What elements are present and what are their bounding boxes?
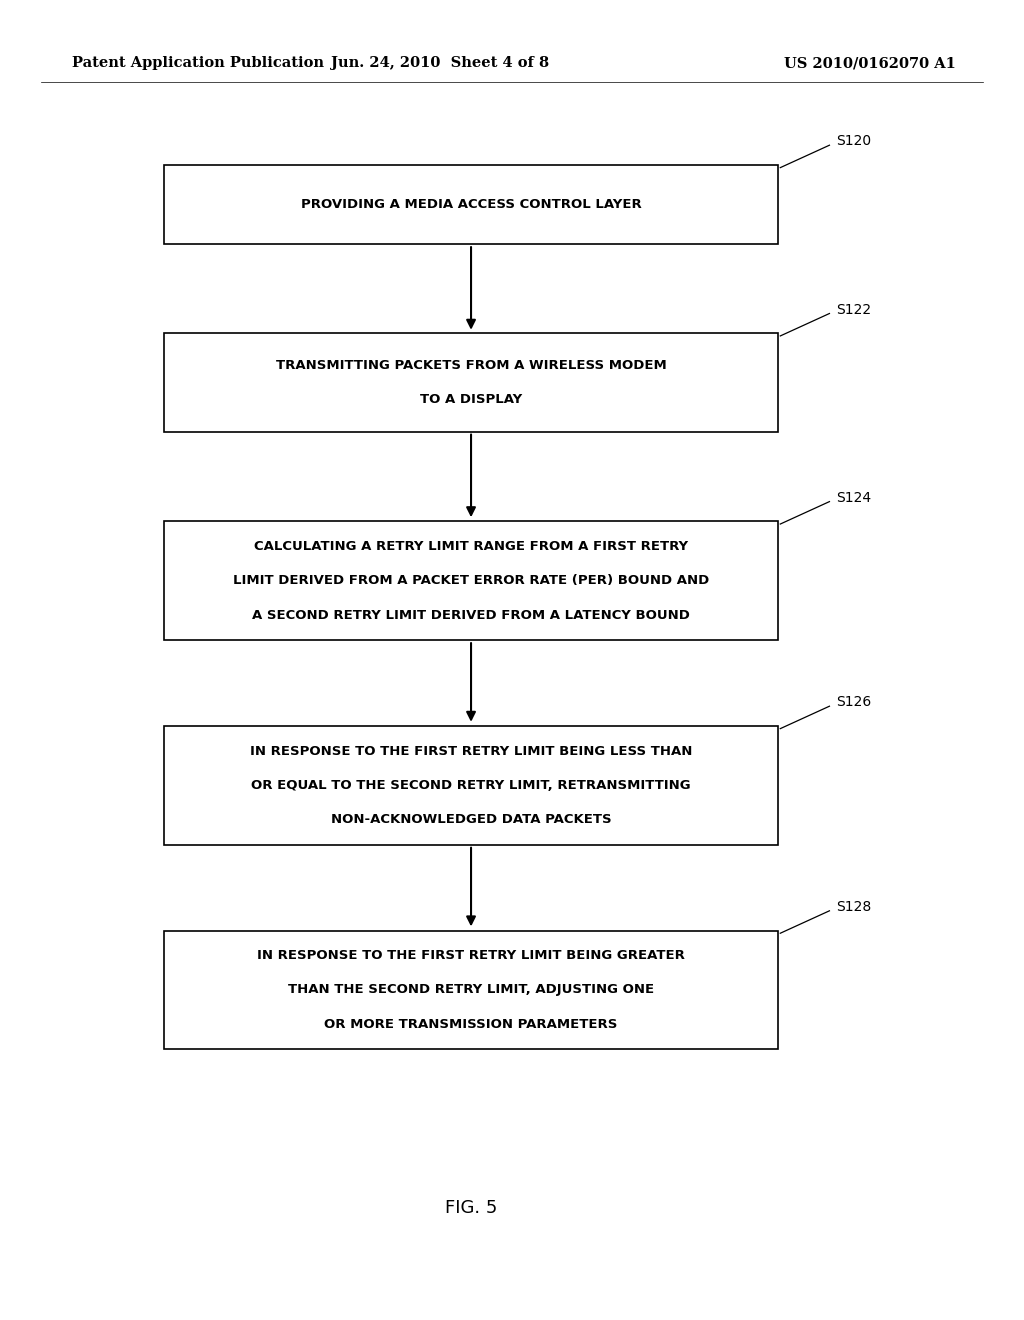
Text: S128: S128 xyxy=(837,900,871,913)
Text: S124: S124 xyxy=(837,491,871,504)
Text: S126: S126 xyxy=(837,696,871,709)
Text: IN RESPONSE TO THE FIRST RETRY LIMIT BEING LESS THAN: IN RESPONSE TO THE FIRST RETRY LIMIT BEI… xyxy=(250,744,692,758)
Bar xyxy=(164,334,778,433)
Bar xyxy=(164,521,778,640)
Text: S122: S122 xyxy=(837,302,871,317)
Text: NON-ACKNOWLEDGED DATA PACKETS: NON-ACKNOWLEDGED DATA PACKETS xyxy=(331,813,611,826)
Text: CALCULATING A RETRY LIMIT RANGE FROM A FIRST RETRY: CALCULATING A RETRY LIMIT RANGE FROM A F… xyxy=(254,540,688,553)
Text: TO A DISPLAY: TO A DISPLAY xyxy=(420,393,522,407)
Text: THAN THE SECOND RETRY LIMIT, ADJUSTING ONE: THAN THE SECOND RETRY LIMIT, ADJUSTING O… xyxy=(288,983,654,997)
Text: IN RESPONSE TO THE FIRST RETRY LIMIT BEING GREATER: IN RESPONSE TO THE FIRST RETRY LIMIT BEI… xyxy=(257,949,685,962)
Text: FIG. 5: FIG. 5 xyxy=(444,1199,498,1217)
Text: PROVIDING A MEDIA ACCESS CONTROL LAYER: PROVIDING A MEDIA ACCESS CONTROL LAYER xyxy=(301,198,641,211)
Text: OR EQUAL TO THE SECOND RETRY LIMIT, RETRANSMITTING: OR EQUAL TO THE SECOND RETRY LIMIT, RETR… xyxy=(251,779,691,792)
Bar xyxy=(164,165,778,244)
Bar xyxy=(164,931,778,1049)
Text: LIMIT DERIVED FROM A PACKET ERROR RATE (PER) BOUND AND: LIMIT DERIVED FROM A PACKET ERROR RATE (… xyxy=(232,574,710,587)
Bar xyxy=(164,726,778,845)
Text: OR MORE TRANSMISSION PARAMETERS: OR MORE TRANSMISSION PARAMETERS xyxy=(325,1018,617,1031)
Text: A SECOND RETRY LIMIT DERIVED FROM A LATENCY BOUND: A SECOND RETRY LIMIT DERIVED FROM A LATE… xyxy=(252,609,690,622)
Text: S120: S120 xyxy=(837,135,871,148)
Text: US 2010/0162070 A1: US 2010/0162070 A1 xyxy=(784,57,956,70)
Text: TRANSMITTING PACKETS FROM A WIRELESS MODEM: TRANSMITTING PACKETS FROM A WIRELESS MOD… xyxy=(275,359,667,372)
Text: Patent Application Publication: Patent Application Publication xyxy=(72,57,324,70)
Text: Jun. 24, 2010  Sheet 4 of 8: Jun. 24, 2010 Sheet 4 of 8 xyxy=(331,57,550,70)
